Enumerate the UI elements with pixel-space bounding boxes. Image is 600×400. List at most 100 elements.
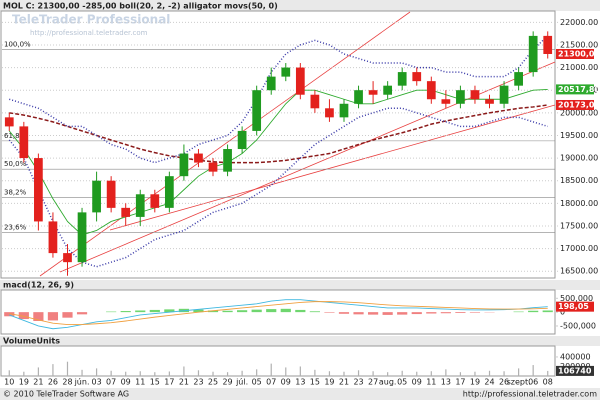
- volume-bar: [503, 371, 505, 376]
- volume-bar: [416, 371, 418, 376]
- candle-body: [252, 90, 262, 131]
- candle-body: [543, 35, 553, 54]
- candle-body: [4, 117, 14, 127]
- candle-body: [354, 90, 363, 104]
- volume-bar: [66, 361, 69, 376]
- x-tick-label: 05: [397, 378, 407, 387]
- volume-bar: [110, 370, 112, 376]
- x-tick-label: 27: [368, 378, 378, 387]
- current-value-label: 20173,00: [558, 100, 600, 109]
- x-tick-label: 21: [33, 378, 43, 387]
- candle-body: [499, 85, 509, 104]
- volume-bar: [212, 371, 214, 376]
- footer-copyright: © 2010 TeleTrader Software AG: [3, 390, 129, 399]
- indicator-line: [9, 104, 548, 164]
- candle-body: [470, 90, 480, 100]
- volume-panel: [0, 345, 556, 377]
- macd-histogram-bar: [47, 312, 59, 321]
- volume-bar: [343, 371, 345, 376]
- x-tick-label: 11: [135, 378, 145, 387]
- watermark-url: http://professional.teletrader.com: [30, 29, 148, 37]
- y-tick-label: 400000: [560, 352, 591, 361]
- trend-line: [109, 104, 556, 231]
- indicator-line: [9, 35, 549, 164]
- macd-histogram-bar: [207, 310, 219, 313]
- candle-body: [412, 72, 422, 82]
- macd-title-bar: [0, 280, 600, 290]
- candle-body: [208, 162, 218, 172]
- candle-body: [223, 149, 232, 172]
- volume-bar: [430, 371, 432, 376]
- current-value-box: [556, 365, 594, 376]
- macd-histogram-bar: [280, 308, 291, 313]
- volume-bar: [285, 367, 287, 376]
- macd-histogram-bar: [353, 312, 364, 315]
- candle-body: [456, 90, 465, 104]
- fib-label: 61,8%: [4, 132, 27, 140]
- volume-bar: [154, 372, 156, 376]
- macd-histogram-bar: [411, 312, 422, 315]
- volume-bar: [8, 370, 10, 376]
- macd-histogram-bar: [193, 309, 204, 313]
- candle-body: [106, 180, 116, 208]
- candle-body: [63, 253, 72, 263]
- y-tick-label: 16500.00: [560, 267, 598, 276]
- candle-body: [48, 221, 58, 254]
- x-tick-label: 15: [310, 378, 320, 387]
- y-tick-label: 17500.00: [560, 221, 598, 230]
- candle-body: [237, 130, 247, 150]
- macd-histogram-bar: [542, 310, 553, 313]
- volume-bar: [183, 366, 185, 376]
- candle-body: [194, 153, 203, 163]
- y-tick-label: 21000.00: [560, 63, 598, 72]
- x-tick-label: 10: [4, 378, 14, 387]
- volume-bar: [488, 370, 491, 376]
- macd-histogram-bar: [237, 310, 248, 313]
- indicator-line: [8, 107, 548, 268]
- macd-histogram-bar: [382, 312, 393, 315]
- candle-body: [92, 180, 101, 213]
- macd-histogram-bar: [222, 310, 233, 313]
- y-tick-label: 0: [560, 308, 565, 317]
- x-tick-label: szept.: [507, 378, 531, 387]
- macd-histogram-bar: [266, 309, 277, 313]
- volume-title-bar: [0, 336, 600, 346]
- x-tick-label: 09: [281, 378, 291, 387]
- macd-histogram-bar: [135, 310, 146, 313]
- macd-histogram-bar: [18, 312, 29, 320]
- candle-body: [514, 72, 523, 86]
- volume-bar: [95, 368, 98, 376]
- x-tick-label: 28: [62, 378, 72, 387]
- macd-histogram-bar: [397, 312, 408, 315]
- fib-label: 50,0%: [4, 160, 27, 168]
- candle-body: [164, 176, 174, 208]
- header-bar: [0, 0, 600, 11]
- x-tick-label: 26: [499, 378, 509, 387]
- macd-histogram-bar: [62, 312, 73, 318]
- x-tick-label: 05: [252, 378, 262, 387]
- current-value-box: [556, 99, 594, 110]
- y-tick-label: 18000.00: [560, 199, 598, 208]
- candle-body: [397, 72, 407, 86]
- x-tick-label: 07: [266, 378, 276, 387]
- y-tick-label: 22000.00: [560, 18, 598, 27]
- candle-body: [179, 153, 189, 177]
- y-tick-label: 17000.00: [560, 244, 598, 253]
- candle-body: [121, 207, 131, 217]
- header: MOL C: 21300,00 -285,00 boll(20, 2, -2) …: [3, 2, 278, 11]
- macd-histogram-bar: [76, 312, 88, 315]
- macd-histogram-bar: [4, 312, 15, 317]
- x-tick-label: 25: [208, 378, 218, 387]
- volume-bar: [256, 369, 258, 376]
- volume-bar: [299, 366, 301, 376]
- current-value-box: [556, 84, 594, 95]
- x-tick-label: 26: [48, 378, 58, 387]
- macd-histogram-bar: [295, 309, 306, 313]
- x-tick-label: 23: [353, 378, 363, 387]
- y-tick-label: 20000.00: [560, 108, 598, 117]
- candle-body: [266, 76, 276, 91]
- volume-bar: [37, 367, 39, 376]
- volume-bar: [357, 370, 360, 376]
- y-tick-label: -500,000: [560, 321, 596, 330]
